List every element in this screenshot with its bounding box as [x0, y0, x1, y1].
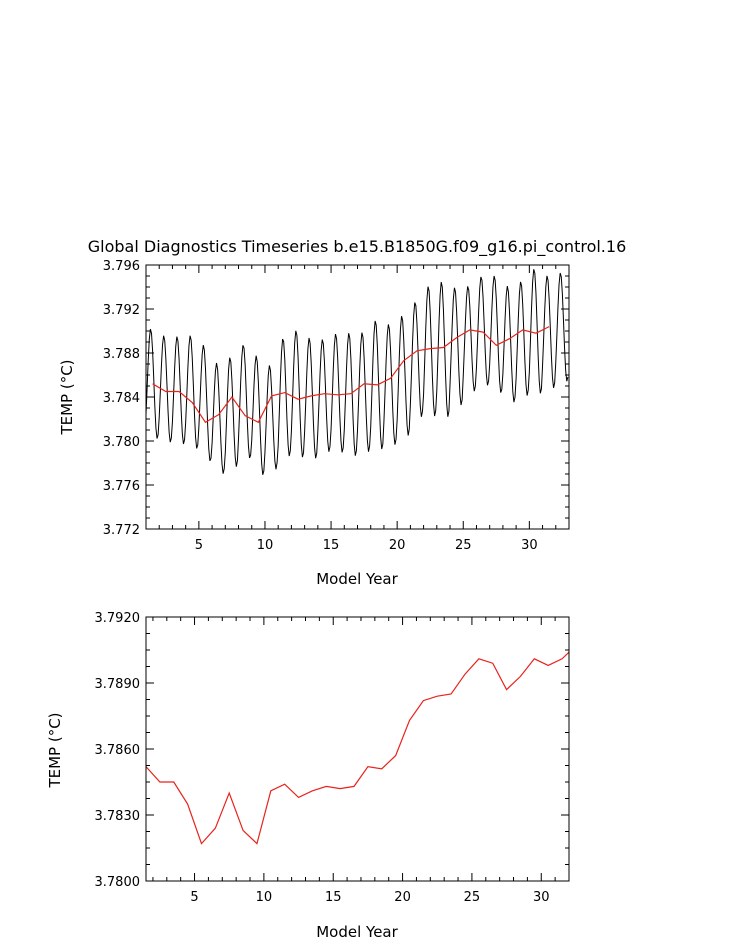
y-tick-label: 3.7860	[95, 743, 141, 758]
bottom-x-axis-label: Model Year	[316, 923, 398, 941]
top-y-axis-label: TEMP (°C)	[58, 359, 76, 435]
x-tick-label: 30	[521, 538, 538, 553]
annual-mean-temp-line	[145, 651, 570, 845]
y-tick-label: 3.776	[103, 479, 140, 494]
top-x-axis-label: Model Year	[316, 570, 398, 588]
x-tick-label: 5	[195, 538, 203, 553]
annual-mean-temp-line	[152, 326, 550, 424]
bottom-axes-layer: 5 10 15 20 25 30 3.7800 3.7830 3.7860 3.7890 3.792…	[95, 611, 570, 905]
x-tick-label: 25	[464, 890, 481, 905]
y-tick-label: 3.780	[103, 435, 140, 450]
x-tick-label: 15	[323, 538, 340, 553]
plot-frame	[145, 616, 570, 882]
monthly-timeseries-panel: Global Diagnostics Timeseries b.e15.B185…	[58, 237, 626, 588]
x-tick-label: 25	[455, 538, 472, 553]
top-axes-layer: 5 10 15 20 25 30 3.772 3.776 3.780 3.784 3.788 3.79…	[103, 259, 570, 553]
x-tick-label: 5	[190, 890, 198, 905]
y-tick-label: 3.7920	[95, 611, 141, 626]
y-tick-label: 3.792	[103, 303, 140, 318]
top-series-layer	[145, 269, 569, 475]
y-tick-label: 3.788	[103, 347, 140, 362]
y-tick-label: 3.772	[103, 523, 140, 538]
y-tick-label: 3.7830	[95, 809, 141, 824]
bottom-y-axis-label: TEMP (°C)	[46, 712, 64, 788]
y-tick-label: 3.7800	[95, 875, 141, 890]
monthly-temp-line	[145, 269, 569, 475]
y-tick-label: 3.796	[103, 259, 140, 274]
x-tick-label: 10	[257, 538, 274, 553]
x-tick-label: 15	[325, 890, 342, 905]
y-tick-label: 3.7890	[95, 677, 141, 692]
x-tick-label: 10	[256, 890, 273, 905]
bottom-series-layer	[145, 651, 570, 845]
y-tick-label: 3.784	[103, 391, 140, 406]
x-tick-label: 30	[533, 890, 550, 905]
x-tick-label: 20	[389, 538, 406, 553]
annual-timeseries-panel: 5 10 15 20 25 30 3.7800 3.7830 3.7860 3.7890 3.792…	[46, 611, 570, 941]
chart-title: Global Diagnostics Timeseries b.e15.B185…	[88, 237, 627, 257]
x-tick-label: 20	[394, 890, 411, 905]
